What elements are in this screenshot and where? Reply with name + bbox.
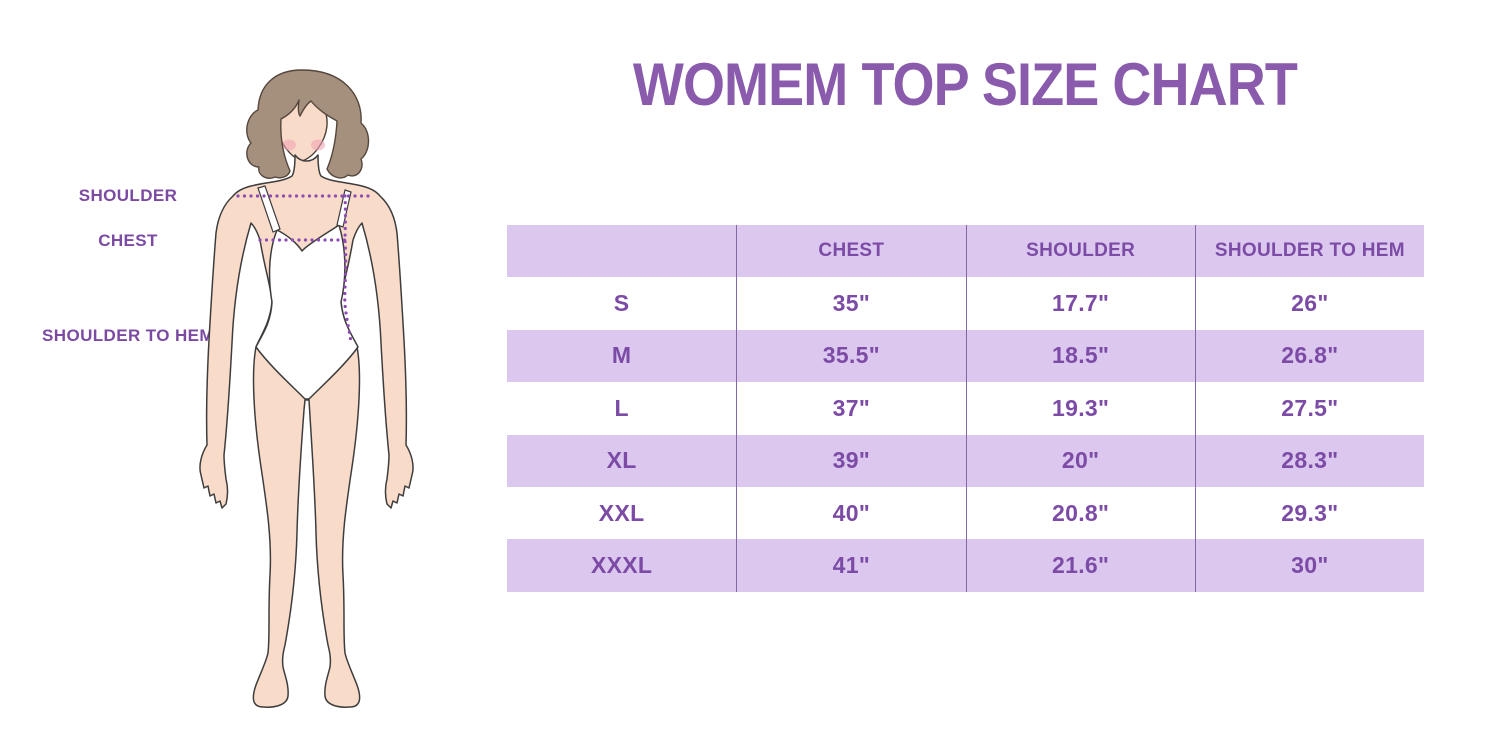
shoulder-to-hem-measure-line bbox=[343, 194, 353, 345]
shoulder-cell: 21.6" bbox=[965, 539, 1195, 592]
shoulder-to-hem-cell: 26.8" bbox=[1194, 329, 1424, 383]
column-header-shoulder-to-hem: SHOULDER TO HEM bbox=[1194, 225, 1424, 278]
column-header-chest: CHEST bbox=[736, 225, 966, 278]
shoulder-label: SHOULDER bbox=[78, 186, 178, 205]
shoulder-to-hem-label: SHOULDER TO HEM bbox=[42, 326, 214, 345]
chest-cell: 40" bbox=[736, 486, 966, 540]
shoulder-cell: 20" bbox=[965, 434, 1195, 487]
size-cell: L bbox=[507, 382, 737, 435]
page-title-text: WOMEM TOP SIZE CHART bbox=[632, 51, 1298, 118]
shoulder-cell: 20.8" bbox=[965, 486, 1195, 540]
figure-body bbox=[199, 154, 414, 708]
shoulder-to-hem-cell: 29.3" bbox=[1194, 486, 1424, 540]
chest-cell: 39" bbox=[736, 434, 966, 487]
shoulder-cell: 17.7" bbox=[965, 277, 1195, 330]
woman-figure-illustration bbox=[195, 55, 415, 715]
figure-leotard bbox=[255, 224, 359, 400]
shoulder-cell: 19.3" bbox=[965, 382, 1195, 435]
woman-figure bbox=[199, 69, 414, 708]
size-cell: XXXL bbox=[507, 539, 737, 592]
figure-blush-left bbox=[282, 139, 296, 151]
chest-cell: 35.5" bbox=[736, 329, 966, 383]
size-cell: XL bbox=[507, 434, 737, 487]
chest-cell: 41" bbox=[736, 539, 966, 592]
figure-hair bbox=[246, 69, 370, 179]
page-title: WOMEM TOP SIZE CHART bbox=[500, 50, 1430, 119]
column-header-size bbox=[507, 225, 737, 278]
shoulder-to-hem-cell: 27.5" bbox=[1194, 382, 1424, 435]
figure-blush-right bbox=[311, 139, 325, 151]
measurement-labels: SHOULDER CHEST SHOULDER TO HEM bbox=[22, 0, 234, 400]
size-cell: S bbox=[507, 277, 737, 330]
chest-label: CHEST bbox=[98, 231, 158, 250]
shoulder-to-hem-cell: 30" bbox=[1194, 539, 1424, 592]
size-cell: XXL bbox=[507, 486, 737, 540]
size-cell: M bbox=[507, 329, 737, 383]
shoulder-to-hem-cell: 28.3" bbox=[1194, 434, 1424, 487]
chest-cell: 35" bbox=[736, 277, 966, 330]
chest-cell: 37" bbox=[736, 382, 966, 435]
size-table: CHEST SHOULDER SHOULDER TO HEM S 35" 17.… bbox=[507, 225, 1424, 592]
shoulder-to-hem-cell: 26" bbox=[1194, 277, 1424, 330]
shoulder-cell: 18.5" bbox=[965, 329, 1195, 383]
column-header-shoulder: SHOULDER bbox=[965, 225, 1195, 278]
